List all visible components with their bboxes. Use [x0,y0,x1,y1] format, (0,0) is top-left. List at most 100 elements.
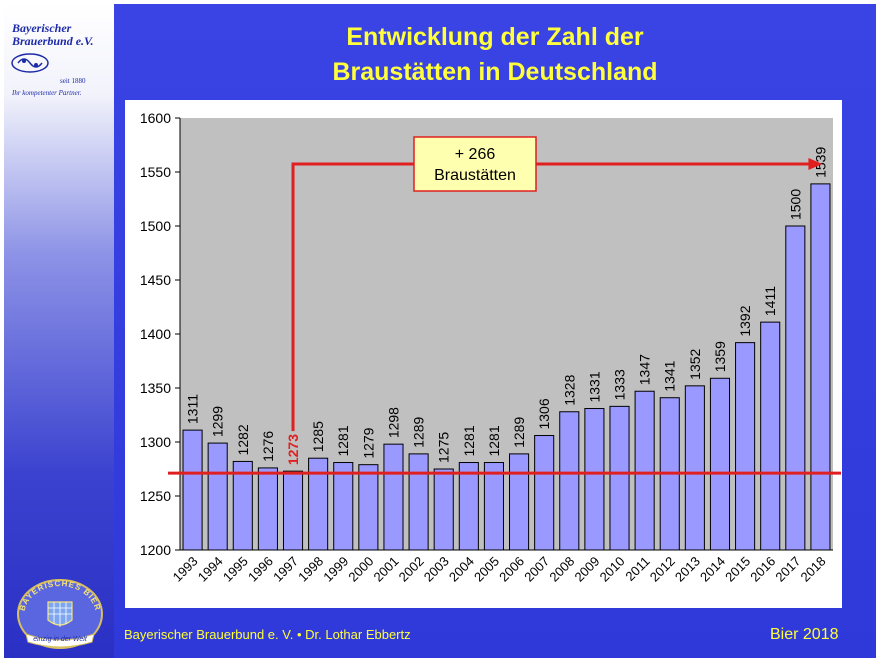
x-tick-label: 1997 [270,554,301,585]
x-tick-label: 2009 [571,554,602,585]
brand-logo-text: Bayerischer Brauerbund e.V. [12,22,116,48]
x-tick-label: 2010 [597,554,628,585]
annotation-arrow-head [808,158,823,170]
x-tick-label: 2013 [672,554,703,585]
x-tick-label: 2018 [798,554,829,585]
data-label: 1285 [310,421,326,452]
bar [232,460,253,551]
bar [684,385,705,551]
data-label: 1276 [260,431,276,462]
bar [433,468,454,551]
x-tick-label: 2016 [747,554,778,585]
sidebar: Bayerischer Brauerbund e.V. seit 1880 Ih… [4,4,114,658]
x-tick-label: 1999 [320,554,351,585]
data-label: 1331 [586,371,602,402]
y-tick-label: 1500 [140,218,171,234]
data-label: 1328 [561,374,577,405]
x-tick-label: 2014 [697,554,728,585]
bar [509,453,530,551]
data-label: 1279 [360,427,376,458]
y-tick-label: 1350 [140,380,171,396]
x-tick-label: 2001 [371,554,402,585]
brand-crest-icon [11,53,49,73]
bar [358,464,379,551]
x-tick-label: 1998 [295,554,326,585]
data-label: 1539 [812,147,828,178]
x-tick-label: 2011 [622,554,652,584]
data-label: 1282 [235,424,251,455]
x-tick-label: 1996 [245,554,276,585]
chart-container: 1200 1250 1300 1350 1400 1450 1500 1550 1600 1311… [125,100,842,608]
y-tick-label: 1200 [140,542,171,558]
x-tick-label: 2012 [647,554,678,585]
footer-page-label: Bier 2018 [770,626,839,643]
x-tick-label: 2007 [521,554,552,585]
title-line-1: Entwicklung der Zahl der [346,23,644,51]
y-tick-label: 1550 [140,164,171,180]
seal-bottom-text: einzig in der Welt [33,636,88,643]
data-label: 1359 [712,341,728,372]
x-tick-label: 1995 [220,554,251,585]
annotation-box [413,136,537,192]
data-label: 1411 [762,286,778,316]
data-label: 1298 [385,407,401,438]
bar-chart: 1200 1250 1300 1350 1400 1450 1500 1550 1600 1311… [140,110,841,585]
x-tick-label: 2017 [772,554,803,585]
bar [810,183,831,551]
bar [182,429,203,551]
data-label: 1341 [662,360,678,391]
x-tick-label: 2015 [722,554,753,585]
data-label: 1306 [536,398,552,429]
y-tick-label: 1400 [140,326,171,342]
annotation-line-2: Braustätten [434,167,516,184]
data-label: 1273 [285,434,301,465]
x-tick-label: 2002 [396,554,427,585]
data-label: 1281 [486,425,502,456]
data-label: 1392 [737,305,753,336]
brand-since: seit 1880 [60,77,86,85]
x-tick-label: 2003 [421,554,452,585]
bar [785,225,806,551]
y-tick-label: 1600 [140,110,171,126]
annotation-line-1: + 266 [455,146,496,163]
x-tick-label: 2005 [471,554,502,585]
bar [534,435,555,551]
slide-title: Entwicklung der Zahl der Braustätten in … [114,20,876,90]
bar [559,411,580,551]
data-label: 1281 [335,425,351,456]
x-tick-label: 2004 [446,554,477,585]
bar [458,462,479,551]
brand-line-2: Brauerbund e.V. [12,34,94,48]
bar [760,321,781,551]
data-label: 1299 [210,406,226,437]
x-tick-label: 1994 [195,554,226,585]
brand-line-1: Bayerischer [12,21,72,35]
bar [207,442,228,551]
bar [609,405,630,551]
x-tick-label: 2008 [546,554,577,585]
y-tick-label: 1250 [140,488,171,504]
data-label: 1352 [687,348,703,379]
x-tick-label: 2000 [345,554,376,585]
bar [584,408,605,551]
bar [408,453,429,551]
annotation-arrow-line [291,162,811,432]
bar [257,467,278,551]
data-label: 1275 [436,432,452,463]
data-label: 1289 [411,417,427,448]
data-label: 1289 [511,417,527,448]
bar [383,443,404,551]
bar [634,390,655,551]
x-tick-label: 1993 [170,554,201,585]
title-line-2: Braustätten in Deutschland [332,58,658,86]
bar [333,462,354,551]
bar [483,462,504,551]
footer-author: Bayerischer Brauerbund e. V. • Dr. Lotha… [124,627,411,642]
data-label: 1500 [787,189,803,220]
bar [282,470,304,551]
data-label: 1281 [461,425,477,456]
x-tick-label: 2006 [496,554,527,585]
bar [709,377,731,551]
data-label: 1333 [612,369,628,400]
